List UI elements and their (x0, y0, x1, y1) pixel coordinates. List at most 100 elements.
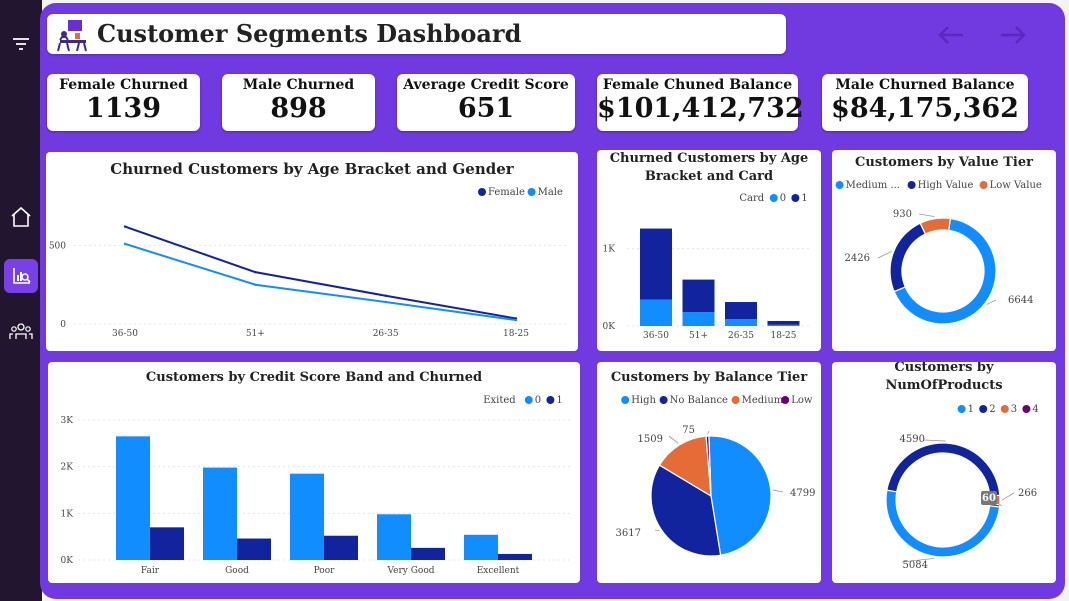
bar (237, 538, 271, 560)
kpi-label: Male Churned Balance (835, 77, 1015, 93)
legend-label: Low Value (990, 180, 1042, 191)
kpi-label: Male Churned (242, 77, 355, 93)
pie-slice-low-value (919, 217, 952, 235)
legend-label: 1 (968, 404, 974, 415)
y-tick-label: 0K (603, 322, 616, 332)
kpi-card-male-churned-balance: Male Churned Balance $84,175,362 (822, 74, 1028, 131)
legend-marker (478, 188, 486, 196)
y-tick-label: 2K (61, 463, 74, 473)
x-tick-label: 26-35 (373, 329, 399, 339)
leader-line (772, 489, 784, 493)
chart-svg: Customers by Balance Tier High No Balance M… (611, 370, 815, 557)
pie-slice-high (708, 435, 772, 556)
data-label: 60 (982, 493, 996, 504)
data-label: 75 (682, 425, 695, 436)
bar-segment (725, 302, 757, 320)
kpi-value: 898 (270, 93, 327, 124)
pie-slice-no-balance (650, 464, 722, 557)
bar-segment (682, 312, 715, 326)
series-point (254, 283, 257, 286)
legend-marker (1022, 405, 1031, 413)
pie-slice-2 (886, 442, 1001, 497)
arrow-right-icon[interactable] (993, 20, 1033, 50)
chart-title: NumOfProducts (885, 378, 1002, 393)
legend-marker (527, 188, 536, 196)
pie-slice-high-value (889, 222, 927, 293)
data-label: 5084 (903, 560, 928, 571)
kpi-label: Female Chuned Balance (602, 77, 793, 93)
legend-marker (659, 396, 668, 404)
data-label: 2426 (845, 253, 870, 264)
legend-label: Male (538, 187, 563, 198)
chart-card-value-tier[interactable]: Customers by Value Tier Medium ... High Va… (832, 150, 1056, 351)
legend-marker (979, 405, 988, 413)
chart-card-balance-tier[interactable]: Customers by Balance Tier High No Balance M… (597, 362, 821, 583)
legend-label: 4 (1032, 404, 1038, 415)
chart-card-age-card[interactable]: Churned Customers by Age Bracket and Card… (597, 150, 821, 351)
bar-segment (640, 299, 672, 326)
pie-slice-low (705, 435, 712, 497)
y-tick-label: 1K (603, 245, 616, 255)
leader-line (923, 439, 946, 442)
series-line-female (124, 225, 517, 320)
x-tick-label: 51+ (689, 331, 708, 341)
sidebar (0, 0, 42, 601)
legend-marker (907, 181, 916, 189)
bar-segment (682, 279, 715, 313)
legend-marker (1000, 405, 1009, 413)
leader-line (877, 251, 892, 259)
legend-label: High Value (918, 180, 974, 191)
leader-line (986, 299, 997, 305)
title-bar: Customer Segments Dashboard (47, 14, 786, 54)
legend-marker (621, 396, 630, 404)
x-tick-label: Excellent (477, 566, 520, 576)
analysis-icon[interactable] (4, 259, 38, 293)
arrow-left-icon[interactable] (931, 20, 971, 50)
series-point (123, 242, 127, 246)
series-point (123, 225, 127, 228)
bar-segment (640, 228, 672, 300)
bar-segment (767, 320, 800, 325)
legend-label: 3 (1011, 404, 1017, 415)
bar (324, 535, 358, 560)
dashboard-logo-icon (57, 20, 87, 52)
page-title: Customer Segments Dashboard (97, 19, 522, 48)
chart-svg: Churned Customers by Age Bracket and Gen… (49, 160, 566, 339)
chart-svg: Customers by NumOfProducts 1 2 3 4 5084 4590 266… (885, 362, 1038, 571)
bar (498, 553, 532, 560)
chart-title: Customers by Balance Tier (611, 370, 808, 385)
legend-label: Female (488, 187, 525, 198)
legend-title: Exited (483, 395, 516, 406)
chart-title: Customers by Value Tier (855, 155, 1033, 170)
bar (464, 534, 498, 560)
home-icon[interactable] (4, 200, 38, 234)
x-tick-label: 36-50 (112, 329, 138, 339)
series-point (254, 270, 257, 274)
chart-title: Bracket and Card (645, 169, 773, 184)
legend-marker (524, 396, 533, 404)
leader-line (1001, 492, 1015, 501)
filter-icon[interactable] (4, 27, 38, 61)
x-tick-label: Good (225, 566, 249, 576)
data-label: 1509 (638, 434, 663, 445)
kpi-card-average-credit-score: Average Credit Score 651 (397, 74, 575, 131)
bar (411, 547, 445, 560)
kpi-card-female-churned: Female Churned 1139 (47, 74, 200, 131)
legend-marker (835, 181, 844, 189)
people-icon[interactable] (4, 315, 38, 349)
leader-line (918, 213, 935, 218)
chart-card-num-products[interactable]: Customers by NumOfProducts 1 2 3 4 5084 4590 266… (832, 362, 1056, 583)
kpi-value: $101,412,732 (597, 93, 804, 124)
data-label: 4799 (790, 488, 815, 499)
kpi-label: Female Churned (59, 77, 188, 93)
bar (290, 473, 324, 560)
leader-line (654, 529, 660, 532)
chart-card-age-gender[interactable]: Churned Customers by Age Bracket and Gen… (46, 152, 578, 351)
legend-label: No Balance (670, 395, 728, 406)
chart-card-credit-band[interactable]: Customers by Credit Score Band and Churn… (48, 362, 580, 583)
data-label: 930 (893, 209, 912, 220)
chart-title: Churned Customers by Age Bracket and Gen… (110, 160, 514, 178)
bar (377, 514, 411, 560)
pie-slice-medium (658, 435, 712, 498)
